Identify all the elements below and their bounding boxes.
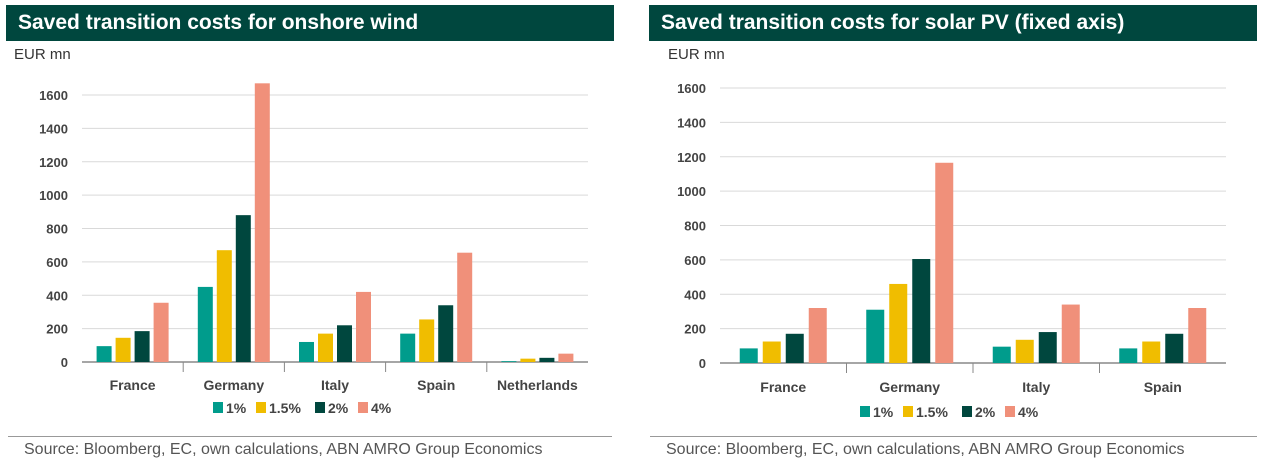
bar-netherlands-2pct [539, 357, 555, 362]
bar-italy-1pct [992, 346, 1011, 363]
bar-france-2pct [785, 333, 804, 363]
bar-netherlands-1pct [501, 361, 517, 362]
y-tick-label: 200 [684, 322, 706, 337]
bar-france-2pct [134, 331, 150, 362]
chart-panel-onshore-wind: Saved transition costs for onshore wind … [0, 0, 620, 469]
y-tick-label: 600 [46, 255, 68, 270]
y-tick-label: 1600 [39, 88, 68, 103]
bar-netherlands-4pct [558, 353, 574, 362]
y-tick-label: 1600 [677, 81, 706, 96]
legend-label: 1.5% [916, 404, 948, 420]
x-category-label: Spain [1144, 379, 1182, 395]
bar-germany-2pct [912, 259, 931, 363]
chart-title: Saved transition costs for onshore wind [6, 5, 614, 41]
y-tick-label: 200 [46, 322, 68, 337]
bar-italy-4pct [356, 291, 371, 362]
y-tick-label: 0 [699, 356, 706, 371]
y-axis-unit: EUR mn [668, 46, 725, 63]
bar-spain-2pct [438, 305, 454, 362]
source-divider [8, 436, 612, 437]
legend-swatch [358, 402, 368, 413]
bar-germany-1-5pct [216, 250, 232, 362]
chart-title: Saved transition costs for solar PV (fix… [649, 5, 1257, 41]
y-axis-unit: EUR mn [14, 46, 71, 63]
chart-svg-onshore-wind: 0 200 400 600 800 1000 1200 1400 1600 France Germa… [39, 83, 588, 416]
legend-label: 1% [873, 404, 894, 420]
legend-label: 2% [328, 400, 349, 416]
y-tick-label: 1400 [677, 115, 706, 130]
y-tick-label: 800 [684, 219, 706, 234]
y-tick-label: 400 [684, 287, 706, 302]
x-category-label: France [760, 379, 806, 395]
legend-swatch [213, 402, 223, 413]
y-tick-label: 600 [684, 253, 706, 268]
y-tick-label: 1200 [677, 150, 706, 165]
legend-label: 4% [371, 400, 392, 416]
bar-germany-1pct [866, 309, 885, 363]
bar-france-1-5pct [115, 337, 131, 362]
bar-italy-1-5pct [1015, 339, 1034, 363]
x-category-label: France [110, 377, 156, 393]
x-category-label: Germany [879, 379, 940, 395]
legend-label: 2% [975, 404, 996, 420]
y-tick-label: 800 [46, 222, 68, 237]
legend-swatch [315, 402, 325, 413]
legend-swatch [903, 406, 913, 417]
bar-italy-4pct [1061, 304, 1080, 363]
x-category-label: Germany [203, 377, 264, 393]
y-tick-label: 0 [61, 355, 68, 370]
legend-label: 1.5% [269, 400, 301, 416]
bar-spain-1pct [1119, 348, 1138, 363]
legend-swatch [256, 402, 266, 413]
x-category-label: Spain [417, 377, 455, 393]
bar-italy-2pct [337, 325, 352, 362]
source-note: Source: Bloomberg, EC, own calculations,… [24, 441, 543, 458]
source-note: Source: Bloomberg, EC, own calculations,… [666, 441, 1185, 458]
bar-italy-1pct [299, 341, 314, 362]
bar-spain-2pct [1165, 333, 1184, 363]
bar-france-1-5pct [762, 341, 781, 363]
bar-germany-4pct [254, 83, 270, 362]
y-tick-label: 1400 [39, 121, 68, 136]
legend-swatch [1005, 406, 1015, 417]
bar-spain-4pct [457, 252, 473, 362]
legend-swatch [962, 406, 972, 417]
bar-italy-2pct [1038, 332, 1057, 363]
bar-netherlands-1-5pct [520, 358, 536, 362]
x-category-label: Italy [321, 377, 349, 393]
chart-panel-solar-pv: Saved transition costs for solar PV (fix… [646, 0, 1261, 469]
chart-svg-solar-pv: 0 200 400 600 800 1000 1200 1400 1600 France Germa… [677, 81, 1226, 420]
bar-spain-1pct [400, 333, 416, 362]
bar-france-4pct [153, 302, 169, 362]
bar-france-4pct [808, 308, 827, 363]
bar-spain-1-5pct [419, 319, 435, 362]
bar-germany-1pct [197, 286, 213, 362]
legend-swatch [860, 406, 870, 417]
y-tick-label: 1200 [39, 155, 68, 170]
bar-france-1pct [739, 348, 758, 363]
y-tick-label: 400 [46, 288, 68, 303]
bar-spain-4pct [1188, 308, 1207, 363]
bar-italy-1-5pct [318, 333, 333, 362]
x-category-label: Italy [1022, 379, 1050, 395]
bar-france-1pct [96, 346, 112, 362]
legend-label: 1% [226, 400, 247, 416]
legend-label: 4% [1018, 404, 1039, 420]
bar-spain-1-5pct [1142, 341, 1161, 363]
bar-germany-4pct [935, 162, 954, 363]
source-divider [650, 436, 1257, 437]
bar-germany-2pct [235, 215, 251, 362]
x-category-label: Netherlands [497, 377, 578, 393]
y-tick-label: 1000 [39, 188, 68, 203]
y-tick-label: 1000 [677, 184, 706, 199]
bar-germany-1-5pct [889, 283, 908, 363]
